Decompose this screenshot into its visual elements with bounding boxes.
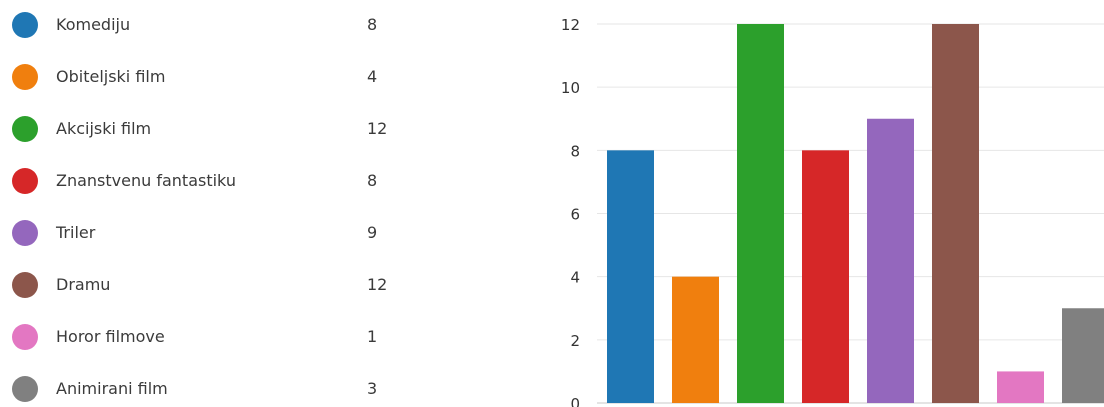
legend-item-label: Akcijski film — [56, 119, 152, 138]
legend-item-animirani-film: Animirani film 3 — [12, 374, 412, 402]
legend-item-triler: Triler 9 — [12, 218, 412, 246]
legend-item-horor-filmove: Horor filmove 1 — [12, 322, 412, 350]
legend-item-count: 9 — [367, 223, 378, 242]
legend-item-count: 8 — [367, 15, 378, 34]
legend-color-dot-icon — [12, 220, 38, 246]
legend-item-label: Horor filmove — [56, 327, 165, 346]
legend-item-label: Obiteljski film — [56, 67, 166, 86]
bar-znanstvenu-fantastiku[interactable] — [802, 150, 849, 403]
legend-color-dot-icon — [12, 324, 38, 350]
legend-item-dramu: Dramu 12 — [12, 270, 412, 298]
legend-item-znanstvenu-fantastiku: Znanstvenu fantastiku 8 — [12, 166, 412, 194]
y-tick-label: 12 — [561, 16, 580, 34]
bar-akcijski-film[interactable] — [737, 24, 784, 403]
legend-item-label: Komediju — [56, 15, 131, 34]
legend-color-dot-icon — [12, 376, 38, 402]
y-tick-label: 6 — [570, 206, 580, 224]
legend-item-label: Znanstvenu fantastiku — [56, 171, 236, 190]
y-tick-label: 4 — [570, 269, 580, 287]
legend-item-count: 3 — [367, 379, 378, 398]
bar-dramu[interactable] — [932, 24, 979, 403]
y-tick-label: 2 — [570, 332, 580, 350]
legend-item-count: 4 — [367, 67, 378, 86]
y-axis-ticks: 0 2 4 6 8 10 12 — [561, 16, 580, 407]
bar-komediju[interactable] — [607, 150, 654, 403]
legend-item-count: 1 — [367, 327, 378, 346]
chart-legend: Komediju 8 Obiteljski film 4 Akcijski fi… — [12, 10, 412, 405]
legend-item-count: 12 — [367, 275, 388, 294]
legend-item-count: 12 — [367, 119, 388, 138]
legend-color-dot-icon — [12, 272, 38, 298]
bar-triler[interactable] — [867, 118, 914, 403]
legend-color-dot-icon — [12, 168, 38, 194]
legend-item-label: Animirani film — [56, 379, 168, 398]
legend-item-label: Triler — [56, 223, 96, 242]
legend-item-label: Dramu — [56, 275, 111, 294]
legend-item-akcijski-film: Akcijski film 12 — [12, 114, 412, 142]
legend-item-obiteljski-film: Obiteljski film 4 — [12, 62, 412, 90]
y-tick-label: 8 — [570, 142, 580, 160]
legend-item-komediju: Komediju 8 — [12, 10, 412, 38]
legend-item-count: 8 — [367, 171, 378, 190]
bar-animirani-film[interactable] — [1062, 308, 1104, 403]
legend-color-dot-icon — [12, 64, 38, 90]
legend-color-dot-icon — [12, 12, 38, 38]
bars — [607, 24, 1104, 403]
bar-horor-filmove[interactable] — [997, 371, 1044, 403]
y-tick-label: 10 — [561, 79, 580, 97]
y-tick-label: 0 — [570, 395, 580, 407]
bar-obiteljski-film[interactable] — [672, 276, 719, 403]
legend-color-dot-icon — [12, 116, 38, 142]
